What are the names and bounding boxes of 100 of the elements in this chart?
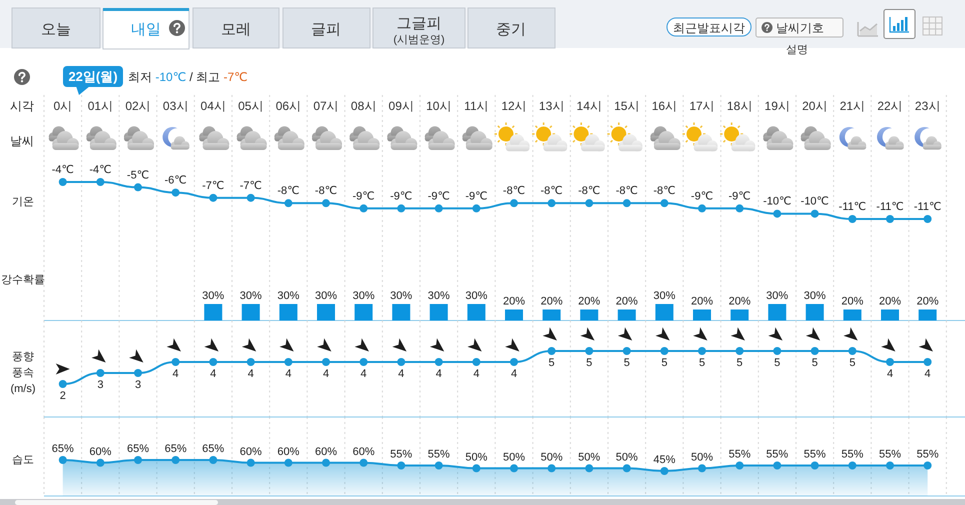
data-label: -9℃ (428, 190, 450, 202)
data-label: 60% (89, 446, 112, 458)
point (172, 456, 180, 464)
text: 내일 (131, 21, 161, 38)
data-label: -8℃ (616, 185, 638, 198)
text: 오늘 (41, 21, 71, 38)
point (660, 467, 668, 475)
data-label: -11℃ (876, 201, 904, 213)
point (773, 462, 782, 470)
point (96, 178, 104, 186)
point (209, 194, 218, 202)
point (810, 347, 819, 355)
x-axis-title: 시각 (10, 99, 34, 113)
data-label: 30% (314, 290, 338, 302)
point (736, 204, 744, 212)
text: 그글피 (396, 15, 442, 32)
y-axis-title: 습도 (12, 454, 34, 466)
data-label: 65% (202, 443, 224, 455)
point (510, 358, 518, 366)
point (924, 215, 932, 223)
x-tick-label: 14시 (576, 99, 602, 113)
y-axis-title: 풍향 풍속 (m/s) (10, 351, 36, 395)
data-label: 3 (134, 379, 142, 391)
point (924, 358, 932, 366)
text: 날씨 (10, 134, 34, 148)
data-label: 30% (766, 290, 788, 302)
data-label: 4 (248, 368, 254, 380)
data-label: -8℃ (277, 185, 300, 198)
point (622, 199, 631, 208)
data-label: -4℃ (89, 164, 112, 176)
x-tick-label: 06시 (276, 99, 302, 113)
point (246, 358, 255, 366)
point (585, 464, 594, 472)
x-tick-label: 07시 (313, 99, 339, 113)
data-label: 20% (540, 296, 563, 308)
data-label: -10℃ (763, 196, 792, 208)
point (172, 188, 180, 197)
point (886, 462, 894, 470)
data-label: 30% (653, 290, 676, 302)
data-label: -8℃ (502, 185, 526, 198)
point (322, 199, 330, 208)
x-tick-label: 05시 (238, 99, 264, 113)
data-label: 5 (586, 357, 592, 369)
point (472, 464, 480, 472)
x-tick-label: 19시 (764, 99, 790, 113)
data-label: -9℃ (390, 190, 412, 202)
x-tick-label: 12시 (501, 99, 527, 113)
point (736, 462, 744, 470)
data-label: -6℃ (164, 174, 187, 187)
x-tick-label: 08시 (350, 99, 376, 113)
point (96, 458, 104, 467)
data-label: 4 (172, 368, 179, 380)
data-label: 55% (878, 448, 902, 460)
point (773, 210, 782, 218)
point (472, 204, 480, 212)
data-label: 4 (360, 368, 367, 380)
point (284, 458, 292, 467)
point (58, 456, 67, 464)
data-label: 20% (578, 296, 600, 308)
x-tick-label: 11시 (464, 99, 489, 113)
data-label: -8℃ (653, 185, 676, 198)
point (134, 369, 142, 377)
x-tick-label: 03시 (162, 99, 188, 113)
data-label: 20% (916, 296, 939, 308)
point (886, 215, 894, 223)
data-label: 65% (52, 443, 74, 455)
point (698, 464, 706, 472)
point (434, 358, 443, 366)
point (134, 183, 142, 192)
point (322, 458, 330, 467)
point (322, 358, 330, 366)
text: 글피 (311, 21, 341, 38)
data-label: 4 (210, 368, 216, 380)
data-label: 60% (240, 446, 262, 458)
point (360, 204, 368, 212)
point (848, 215, 856, 223)
data-label: -9℃ (690, 190, 714, 202)
x-tick-label: 15시 (614, 99, 640, 113)
x-tick-label: 23시 (914, 99, 940, 113)
data-label: 65% (126, 443, 150, 455)
data-label: -9℃ (352, 190, 375, 202)
data-label: 60% (352, 446, 375, 458)
data-label: -9℃ (728, 190, 751, 202)
point (886, 358, 894, 366)
x-tick-label: 22시 (877, 99, 903, 113)
data-label: 5 (661, 357, 668, 369)
point (58, 380, 67, 388)
data-label: 30% (202, 290, 224, 302)
data-label: 4 (510, 368, 518, 380)
chart-subtitle: 최저 -10℃ / 최고 -7℃ (128, 70, 248, 84)
point (585, 347, 594, 355)
text: 모레 (221, 21, 251, 38)
text: 날씨기호 (776, 21, 824, 35)
x-tick-label: 20시 (802, 99, 828, 113)
point (736, 347, 744, 355)
point (58, 178, 67, 186)
data-label: 30% (352, 290, 375, 302)
point (134, 456, 142, 464)
data-label: 30% (277, 290, 300, 302)
data-label: 50% (465, 451, 488, 464)
